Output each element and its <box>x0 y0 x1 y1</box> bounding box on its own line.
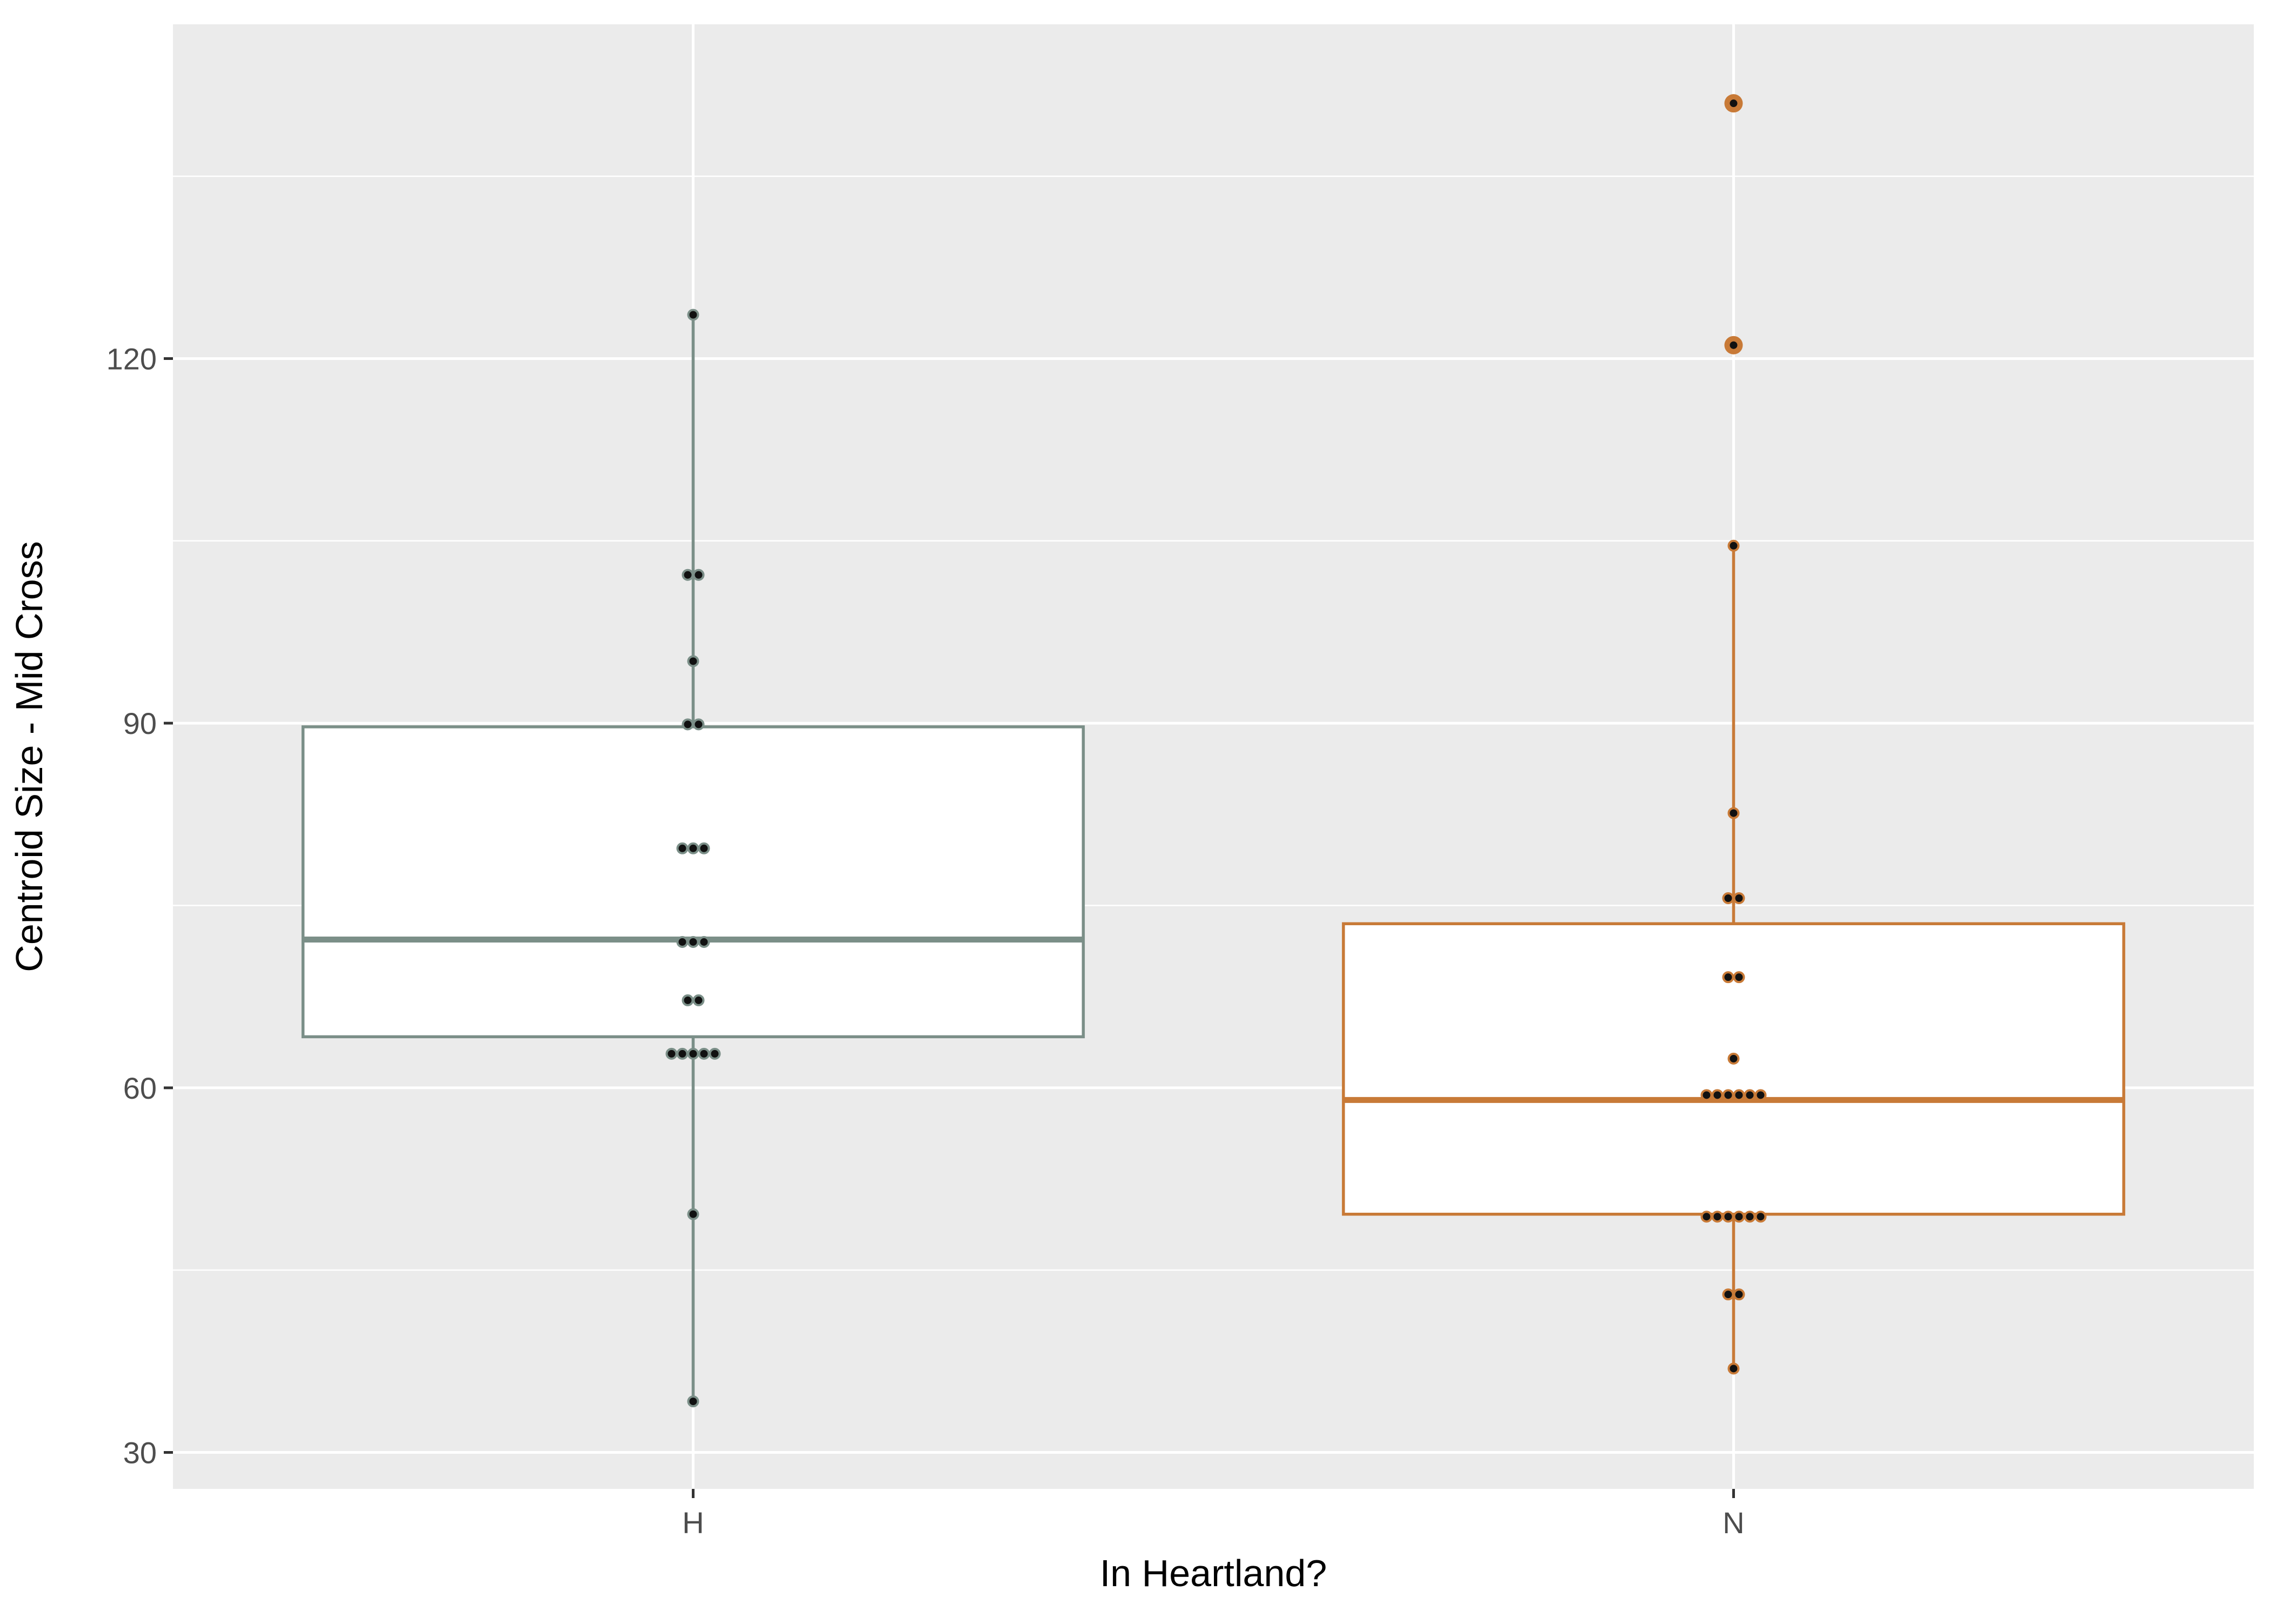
data-point-N <box>1744 1211 1756 1223</box>
data-point-N <box>1733 892 1745 905</box>
boxes <box>301 94 2126 1402</box>
data-point-N <box>1727 539 1740 552</box>
y-tick-label: 120 <box>106 342 157 376</box>
data-point-H <box>709 1047 721 1060</box>
data-point-H <box>676 842 689 854</box>
data-point-H <box>692 569 705 581</box>
data-point-N <box>1733 1211 1745 1223</box>
data-point-N <box>1722 1211 1734 1223</box>
data-point-N <box>1754 1211 1767 1223</box>
data-point-N <box>1727 339 1740 351</box>
data-point-N <box>1711 1089 1724 1101</box>
data-point-N <box>1727 1052 1740 1065</box>
data-point-H <box>687 842 699 854</box>
data-point-N <box>1727 807 1740 819</box>
data-point-H <box>687 1208 699 1220</box>
data-point-H <box>676 935 689 948</box>
data-points <box>665 97 1767 1408</box>
y-tick-label: 30 <box>123 1436 157 1470</box>
data-point-N <box>1722 1288 1734 1301</box>
data-point-H <box>698 935 710 948</box>
data-point-H <box>692 718 705 731</box>
data-point-N <box>1727 97 1740 110</box>
data-point-N <box>1722 971 1734 984</box>
data-point-H <box>687 1395 699 1408</box>
box-H <box>301 315 1085 1402</box>
data-point-H <box>687 655 699 667</box>
data-point-N <box>1722 892 1734 905</box>
data-point-H <box>687 309 699 321</box>
data-point-N <box>1722 1089 1734 1101</box>
interquartile-box <box>301 725 1085 1039</box>
data-point-H <box>687 935 699 948</box>
box-N <box>1341 94 2126 1369</box>
data-point-H <box>687 1047 699 1060</box>
data-point-N <box>1733 1089 1745 1101</box>
data-point-N <box>1700 1089 1713 1101</box>
x-axis-title: In Heartland? <box>1100 1552 1327 1594</box>
data-point-N <box>1733 1288 1745 1301</box>
data-point-H <box>698 1047 710 1060</box>
data-point-N <box>1733 971 1745 984</box>
data-point-H <box>665 1047 678 1060</box>
data-point-H <box>682 994 694 1006</box>
axes: 30 60 90 120 H N <box>106 342 1745 1540</box>
interquartile-box <box>1341 922 2126 1216</box>
x-tick-label: N <box>1722 1506 1744 1540</box>
data-point-N <box>1727 1362 1740 1375</box>
data-point-H <box>692 994 705 1006</box>
x-tick-label: H <box>682 1506 704 1540</box>
data-point-H <box>682 569 694 581</box>
data-point-H <box>698 842 710 854</box>
data-point-H <box>682 718 694 731</box>
y-tick-label: 60 <box>123 1071 157 1105</box>
y-tick-label: 90 <box>123 706 157 740</box>
data-point-N <box>1754 1089 1767 1101</box>
data-point-N <box>1711 1211 1724 1223</box>
data-point-N <box>1744 1089 1756 1101</box>
data-point-H <box>676 1047 689 1060</box>
data-point-N <box>1700 1211 1713 1223</box>
y-axis-title: Centroid Size - Mid Cross <box>8 541 50 972</box>
